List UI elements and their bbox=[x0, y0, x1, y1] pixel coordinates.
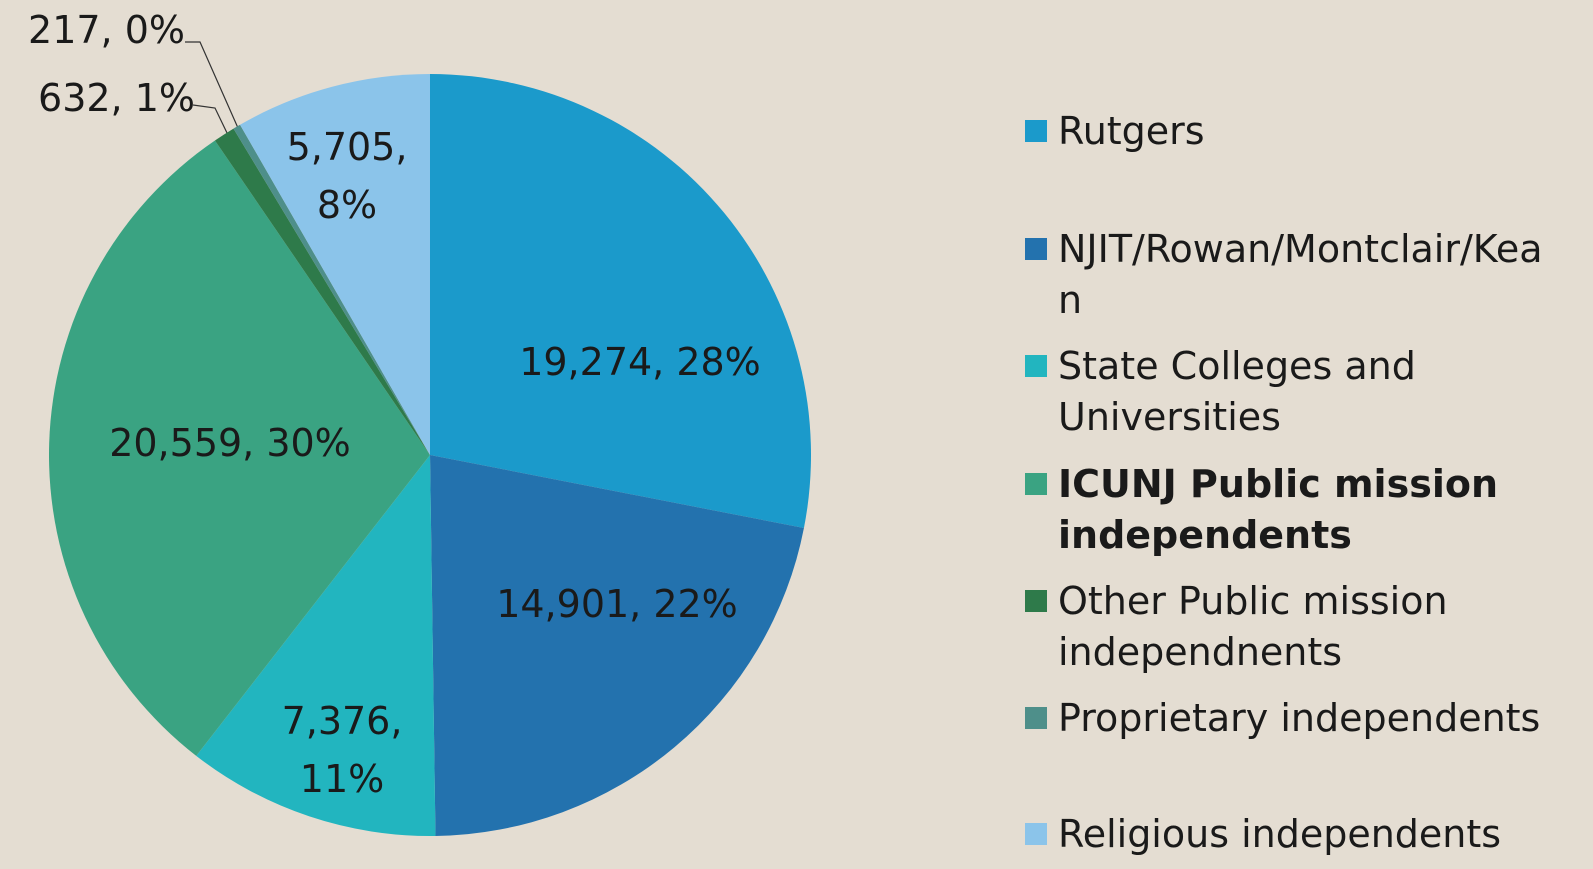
legend-label: NJIT/Rowan/Montclair/Kean bbox=[1058, 227, 1543, 322]
legend-label: Other Public mission independnents bbox=[1058, 579, 1448, 674]
data-label: 20,559, 30% bbox=[109, 421, 351, 465]
legend-swatch bbox=[1025, 473, 1047, 495]
legend-swatch bbox=[1025, 120, 1047, 142]
legend-swatch bbox=[1025, 590, 1047, 612]
legend-entry: Proprietary independents bbox=[1025, 693, 1555, 744]
legend-swatch bbox=[1025, 823, 1047, 845]
legend-entry: Religious independents bbox=[1025, 809, 1555, 860]
legend-entry: ICUNJ Public mission independents bbox=[1025, 459, 1555, 561]
legend-entry: State Colleges and Universities bbox=[1025, 341, 1555, 443]
pie-slice bbox=[430, 455, 804, 836]
legend-swatch bbox=[1025, 355, 1047, 377]
pie-slice bbox=[196, 455, 436, 836]
legend-label: Proprietary independents bbox=[1058, 696, 1541, 740]
data-label: 7,376, 11% bbox=[281, 699, 403, 801]
legend-label: Religious independents bbox=[1058, 812, 1502, 856]
legend-label: State Colleges and Universities bbox=[1058, 344, 1416, 439]
leader-line bbox=[192, 104, 229, 136]
data-label: 14,901, 22% bbox=[496, 582, 738, 626]
pie-slice bbox=[233, 124, 430, 455]
data-label: 632, 1% bbox=[38, 76, 195, 120]
pie-slice bbox=[48, 140, 430, 756]
legend-label: Rutgers bbox=[1058, 109, 1205, 153]
legend-swatch bbox=[1025, 707, 1047, 729]
data-label: 217, 0% bbox=[28, 8, 185, 52]
leader-line bbox=[185, 41, 239, 129]
legend-entry: NJIT/Rowan/Montclair/Kean bbox=[1025, 224, 1555, 326]
legend-entry: Other Public mission independnents bbox=[1025, 576, 1555, 678]
legend-label: ICUNJ Public mission independents bbox=[1058, 462, 1499, 557]
pie-slice bbox=[214, 128, 430, 456]
data-label: 5,705, 8% bbox=[286, 125, 408, 227]
pie-slice bbox=[240, 74, 430, 455]
pie-slice bbox=[430, 74, 811, 529]
legend-entry: Rutgers bbox=[1025, 106, 1555, 157]
legend-swatch bbox=[1025, 238, 1047, 260]
data-label: 19,274, 28% bbox=[519, 340, 761, 384]
